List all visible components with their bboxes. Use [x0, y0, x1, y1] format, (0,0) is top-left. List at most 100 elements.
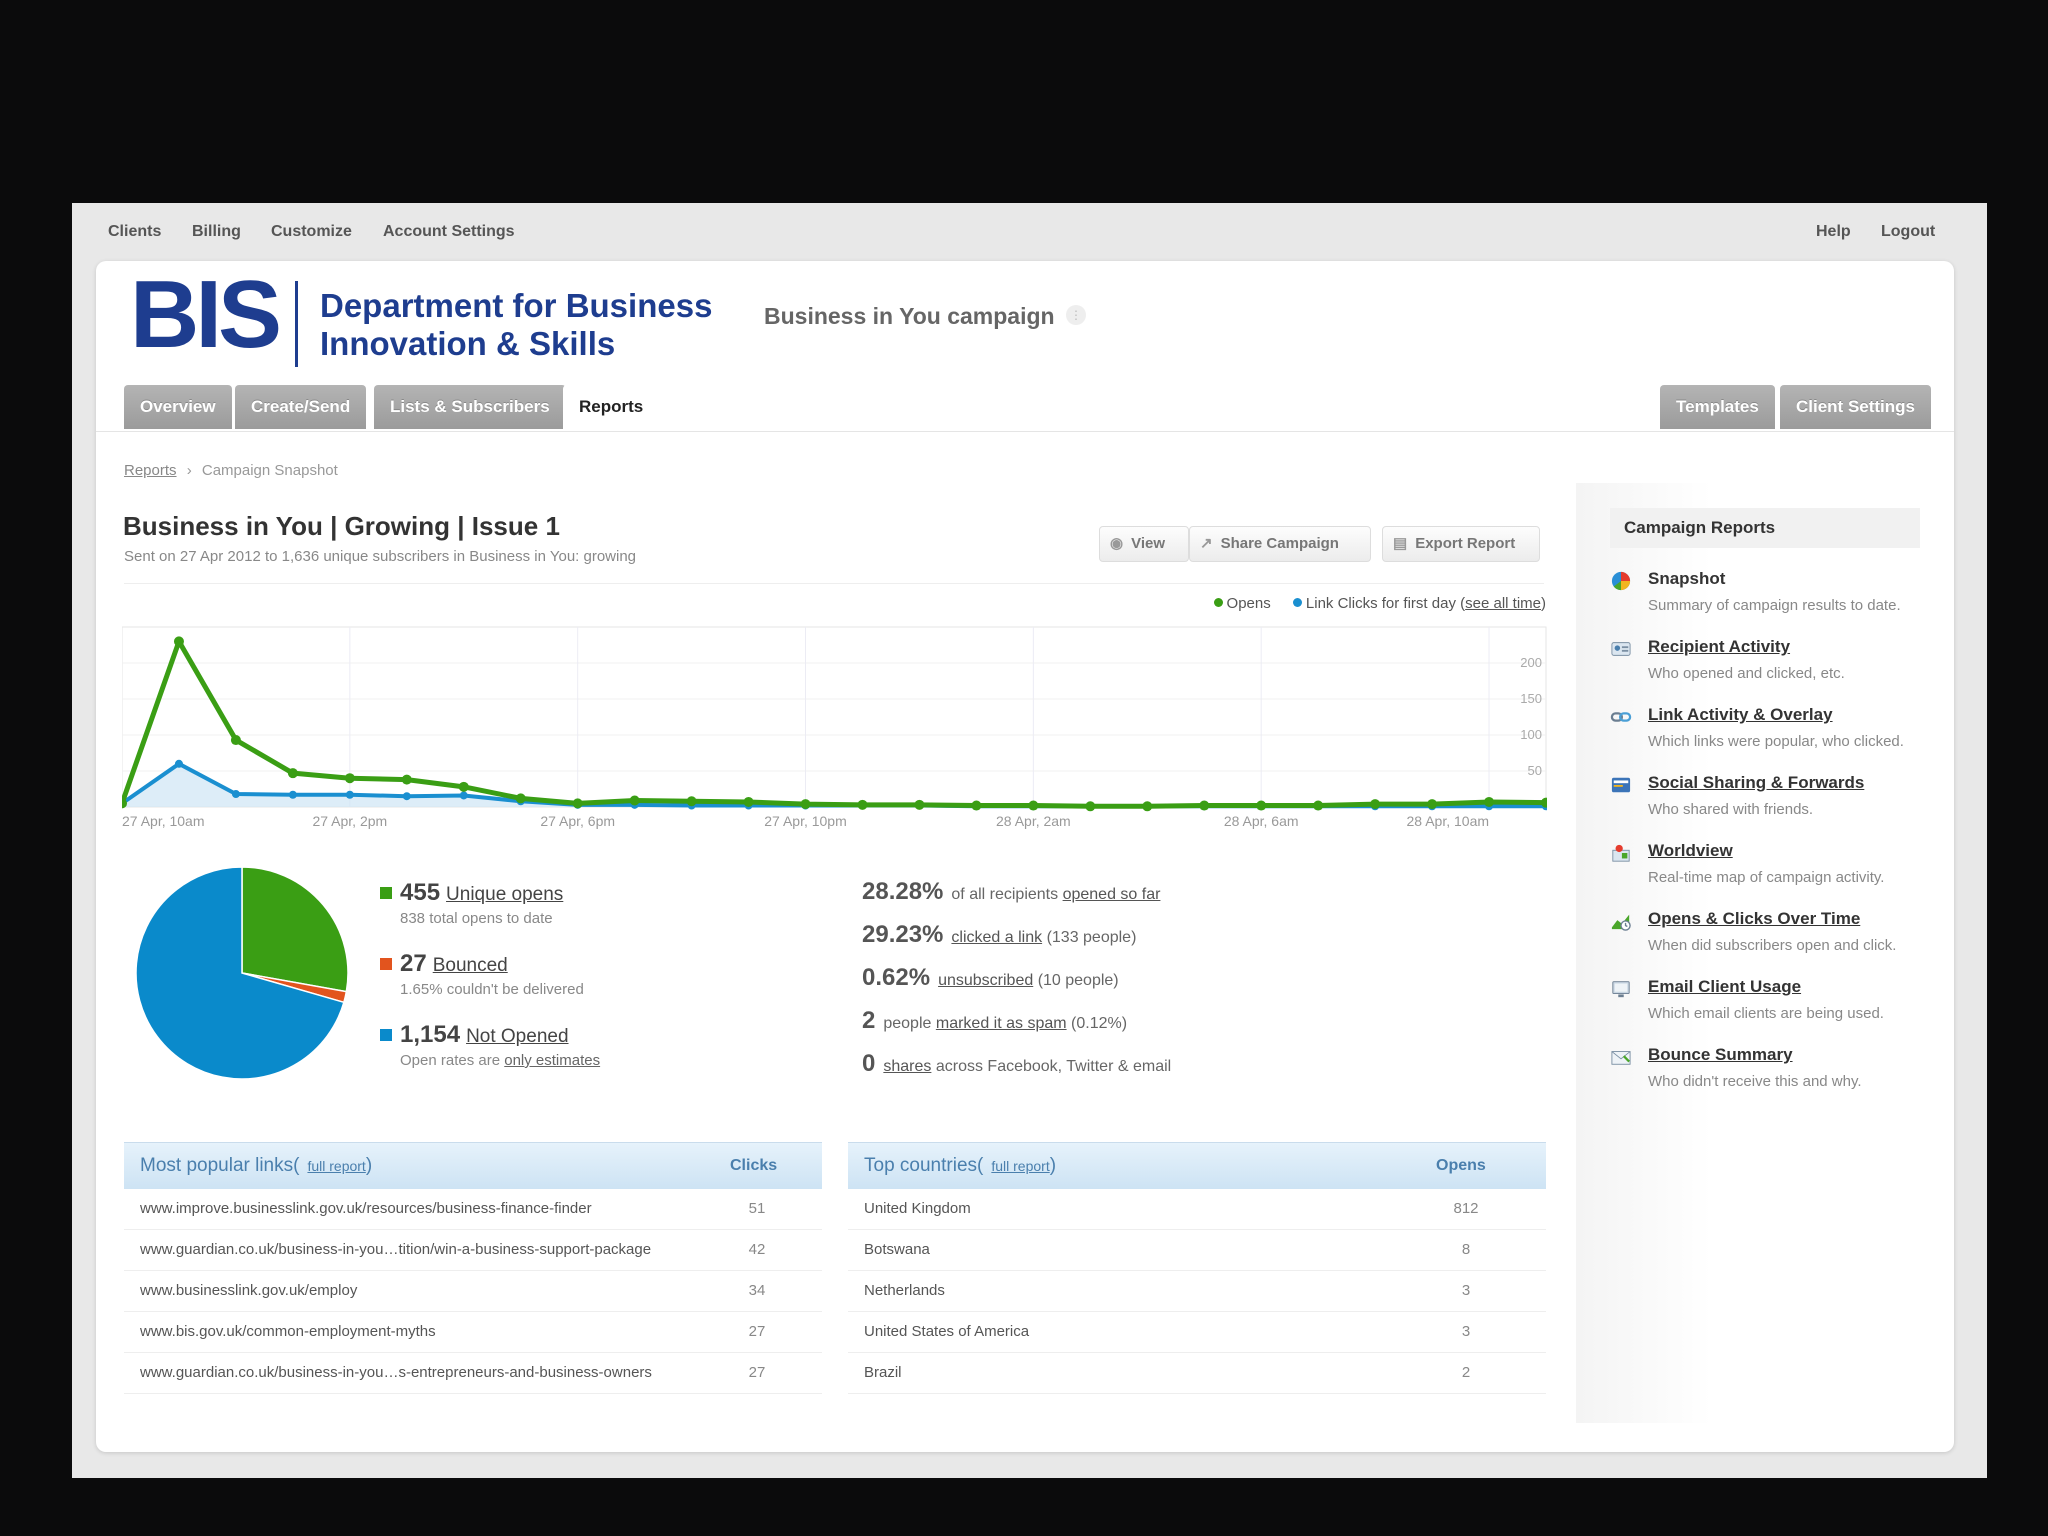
tab-overview[interactable]: Overview — [124, 385, 232, 429]
logo-divider — [295, 281, 298, 367]
country-opens: 812 — [1453, 1200, 1479, 1217]
breadcrumb-separator: › — [186, 462, 192, 479]
opens-point — [914, 799, 925, 810]
tab-create-send[interactable]: Create/Send — [235, 385, 367, 429]
export-label: Export Report — [1415, 535, 1516, 552]
nav-customize[interactable]: Customize — [271, 223, 352, 240]
sidebar-item-desc: When did subscribers open and click. — [1648, 937, 1897, 954]
not-opened-link[interactable]: Not Opened — [466, 1026, 569, 1047]
nav-billing[interactable]: Billing — [192, 223, 241, 240]
bounced-count: 27 — [400, 950, 427, 977]
metric-spam: 2 people marked it as spam (0.12%) — [862, 1007, 1127, 1035]
view-button[interactable]: ◉ View — [1099, 526, 1189, 562]
monitor-icon — [1612, 981, 1630, 998]
tab-reports[interactable]: Reports — [563, 385, 660, 429]
metric-opened-num: 28.28% — [862, 878, 944, 905]
table-row[interactable]: www.guardian.co.uk/business-in-you…s-ent… — [124, 1353, 822, 1394]
link-clicks: 51 — [748, 1200, 766, 1217]
link-clicks: 34 — [748, 1282, 766, 1299]
table-row[interactable]: www.bis.gov.uk/common-employment-myths 27 — [124, 1312, 822, 1353]
export-icon: ▤ — [1393, 535, 1408, 552]
sidebar-item-title: Snapshot — [1648, 569, 1726, 588]
opens-point — [1484, 796, 1495, 807]
tab-lists-subscribers[interactable]: Lists & Subscribers — [374, 385, 566, 429]
breadcrumb: Reports › Campaign Snapshot — [124, 462, 338, 479]
sidebar-item-title[interactable]: Bounce Summary — [1648, 1045, 1793, 1064]
unsubscribed-link[interactable]: unsubscribed — [938, 972, 1034, 989]
opens-point — [1199, 800, 1210, 811]
sidebar-item-title[interactable]: Email Client Usage — [1648, 977, 1802, 996]
nav-help[interactable]: Help — [1816, 223, 1851, 240]
see-all-time-link[interactable]: see all time — [1465, 595, 1541, 612]
only-estimates-link[interactable]: only estimates — [504, 1052, 601, 1069]
table-row: Botswana 8 — [848, 1230, 1546, 1271]
marked-as-spam-link[interactable]: marked it as spam — [935, 1015, 1067, 1032]
clicks-point — [174, 759, 183, 768]
opens-point — [1028, 800, 1039, 811]
sidebar-item-title[interactable]: Link Activity & Overlay — [1648, 705, 1833, 724]
countries-full-report-link[interactable]: full report — [991, 1158, 1050, 1174]
metric-opened-pre: of all recipients — [951, 886, 1059, 903]
link-url[interactable]: www.bis.gov.uk/common-employment-myths — [140, 1323, 436, 1340]
metric-unsub-post: (10 people) — [1037, 972, 1119, 989]
logo-line-1: Department for Business — [320, 287, 713, 324]
opens-point — [122, 798, 127, 809]
metric-opened: 28.28% of all recipients opened so far — [862, 878, 1160, 906]
logo-text: Department for Business Innovation & Ski… — [320, 287, 712, 363]
x-tick-label: 28 Apr, 6am — [1224, 813, 1299, 829]
links-full-report-link[interactable]: full report — [307, 1158, 366, 1174]
x-tick-label: 28 Apr, 2am — [996, 813, 1071, 829]
breadcrumb-reports[interactable]: Reports — [124, 462, 177, 479]
sidebar-item-title[interactable]: Recipient Activity — [1648, 637, 1791, 656]
bounced-link[interactable]: Bounced — [432, 955, 508, 976]
bounced-desc: 1.65% couldn't be delivered — [400, 981, 584, 998]
x-tick-label: 27 Apr, 2pm — [312, 813, 387, 829]
table-row[interactable]: www.businesslink.gov.uk/employ 34 — [124, 1271, 822, 1312]
opens-point — [1427, 799, 1438, 810]
x-tick-label: 28 Apr, 10am — [1407, 813, 1490, 829]
not-opened-desc-text: Open rates are — [400, 1052, 501, 1069]
sidebar-item-title[interactable]: Social Sharing & Forwards — [1648, 773, 1865, 792]
link-url[interactable]: www.guardian.co.uk/business-in-you…s-ent… — [140, 1364, 652, 1381]
table-row[interactable]: www.improve.businesslink.gov.uk/resource… — [124, 1189, 822, 1230]
opens-point — [857, 799, 868, 810]
unique-opens-link[interactable]: Unique opens — [446, 884, 564, 905]
shares-link[interactable]: shares — [883, 1058, 932, 1075]
nav-clients[interactable]: Clients — [108, 223, 162, 240]
tab-templates[interactable]: Templates — [1660, 385, 1775, 429]
link-clicks: 27 — [748, 1323, 766, 1340]
campaign-info-icon[interactable]: ⋮ — [1066, 305, 1086, 325]
country-name: Brazil — [864, 1364, 902, 1381]
table-row: United Kingdom 812 — [848, 1189, 1546, 1230]
sidebar-item-title[interactable]: Worldview — [1648, 841, 1733, 860]
report-subtitle: Sent on 27 Apr 2012 to 1,636 unique subs… — [124, 548, 637, 565]
metric-unsub-num: 0.62% — [862, 964, 931, 991]
export-report-button[interactable]: ▤ Export Report — [1382, 526, 1540, 562]
opened-so-far-link[interactable]: opened so far — [1062, 886, 1161, 903]
top-countries-table: Top countries(full report) Opens United … — [848, 1142, 1546, 1394]
not-opened-swatch — [380, 1029, 392, 1041]
link-url[interactable]: www.businesslink.gov.uk/employ — [140, 1282, 358, 1299]
nav-account-settings[interactable]: Account Settings — [383, 223, 515, 240]
share-campaign-button[interactable]: ↗ Share Campaign — [1189, 526, 1371, 562]
clicks-area — [122, 763, 1546, 807]
opens-point — [287, 768, 298, 779]
tab-client-settings[interactable]: Client Settings — [1780, 385, 1932, 429]
y-tick-label: 100 — [1520, 727, 1542, 742]
country-opens: 2 — [1461, 1364, 1471, 1381]
nav-logout[interactable]: Logout — [1881, 223, 1936, 240]
link-url[interactable]: www.guardian.co.uk/business-in-you…titio… — [140, 1241, 652, 1258]
clicks-point — [402, 792, 411, 801]
eye-icon: ◉ — [1110, 535, 1124, 552]
main-card: BIS Department for Business Innovation &… — [96, 261, 1954, 1452]
opens-column-header: Opens — [1436, 1157, 1486, 1174]
table-row: Netherlands 3 — [848, 1271, 1546, 1312]
link-icon — [1610, 712, 1632, 722]
table-row[interactable]: www.guardian.co.uk/business-in-you…titio… — [124, 1230, 822, 1271]
sidebar-item-title[interactable]: Opens & Clicks Over Time — [1648, 909, 1861, 928]
country-name: United States of America — [864, 1323, 1030, 1340]
link-url[interactable]: www.improve.businesslink.gov.uk/resource… — [140, 1200, 592, 1217]
clicked-a-link[interactable]: clicked a link — [951, 929, 1043, 946]
opens-point — [515, 793, 526, 804]
header-divider — [124, 583, 1544, 584]
